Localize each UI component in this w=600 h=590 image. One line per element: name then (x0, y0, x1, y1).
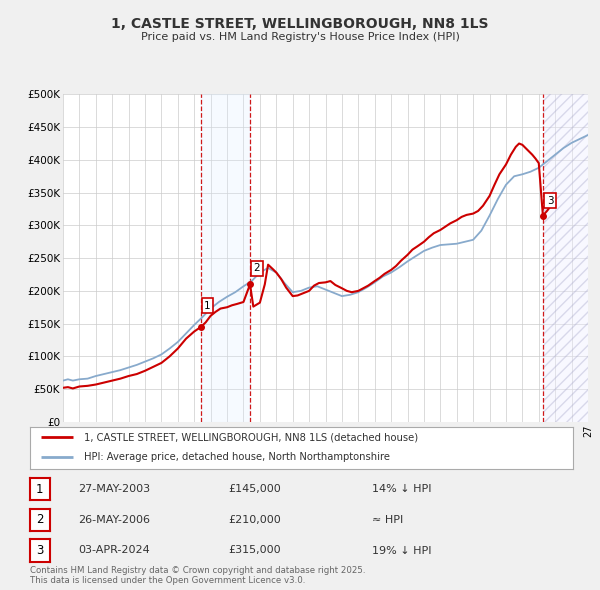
Text: 19% ↓ HPI: 19% ↓ HPI (372, 546, 431, 555)
Bar (543, 94, 588, 422)
Text: 1, CASTLE STREET, WELLINGBOROUGH, NN8 1LS: 1, CASTLE STREET, WELLINGBOROUGH, NN8 1L… (111, 17, 489, 31)
Text: 3: 3 (36, 544, 44, 557)
Text: ≈ HPI: ≈ HPI (372, 515, 403, 525)
Text: 26-MAY-2006: 26-MAY-2006 (78, 515, 150, 525)
Text: 14% ↓ HPI: 14% ↓ HPI (372, 484, 431, 494)
Text: 3: 3 (547, 196, 554, 206)
Text: 2: 2 (253, 263, 260, 273)
Text: Price paid vs. HM Land Registry's House Price Index (HPI): Price paid vs. HM Land Registry's House … (140, 32, 460, 42)
Text: HPI: Average price, detached house, North Northamptonshire: HPI: Average price, detached house, Nort… (85, 452, 391, 462)
Text: Contains HM Land Registry data © Crown copyright and database right 2025.
This d: Contains HM Land Registry data © Crown c… (30, 566, 365, 585)
Text: 1: 1 (36, 483, 44, 496)
Text: £210,000: £210,000 (228, 515, 281, 525)
Bar (201, 94, 250, 422)
Text: 27-MAY-2003: 27-MAY-2003 (78, 484, 150, 494)
Text: £315,000: £315,000 (228, 546, 281, 555)
Text: 1: 1 (204, 300, 211, 310)
Text: 2: 2 (36, 513, 44, 526)
Text: 1, CASTLE STREET, WELLINGBOROUGH, NN8 1LS (detached house): 1, CASTLE STREET, WELLINGBOROUGH, NN8 1L… (85, 432, 418, 442)
Bar (543, 94, 588, 422)
Text: £145,000: £145,000 (228, 484, 281, 494)
Text: 03-APR-2024: 03-APR-2024 (78, 546, 150, 555)
